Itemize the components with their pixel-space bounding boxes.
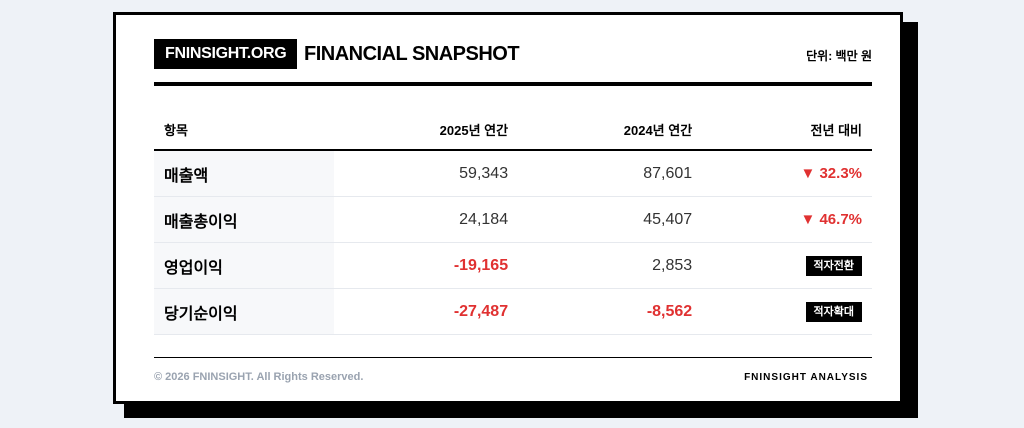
column-header-item: 항목 — [154, 109, 334, 151]
row-label: 매출액 — [154, 150, 334, 197]
status-badge: 적자확대 — [805, 301, 862, 322]
column-header-2025: 2025년 연간 — [334, 109, 519, 151]
change-value: ▼ 46.7% — [702, 196, 872, 243]
value-2025: -19,165 — [334, 242, 519, 289]
table-row-gross-profit: 매출총이익 24,184 45,407 ▼ 46.7% — [154, 196, 872, 243]
change-cell: 적자전환 — [702, 242, 872, 289]
table-row-revenue: 매출액 59,343 87,601 ▼ 32.3% — [154, 150, 872, 197]
row-label: 매출총이익 — [154, 196, 334, 243]
footer-divider — [154, 357, 872, 358]
value-2025: 24,184 — [334, 196, 519, 243]
table-row-net-income: 당기순이익 -27,487 -8,562 적자확대 — [154, 288, 872, 335]
snapshot-card: FNINSIGHT.ORG FINANCIAL SNAPSHOT 단위: 백만 … — [113, 12, 903, 404]
value-2024: -8,562 — [518, 288, 703, 335]
brand-logo: FNINSIGHT.ORG — [154, 39, 298, 69]
value-2024: 45,407 — [518, 196, 703, 243]
value-2024: 87,601 — [518, 150, 703, 197]
change-cell: 적자확대 — [702, 288, 872, 335]
financial-table: 항목 2025년 연간 2024년 연간 전년 대비 매출액 59,343 87… — [154, 109, 872, 335]
table-header-row: 항목 2025년 연간 2024년 연간 전년 대비 — [154, 109, 872, 151]
column-header-2024: 2024년 연간 — [518, 109, 703, 151]
change-value: ▼ 32.3% — [702, 150, 872, 197]
value-2025: -27,487 — [334, 288, 519, 335]
table-row-operating-income: 영업이익 -19,165 2,853 적자전환 — [154, 242, 872, 289]
value-2025: 59,343 — [334, 150, 519, 197]
footer-tagline: FNINSIGHT ANALYSIS — [744, 372, 868, 383]
unit-label: 단위: 백만 원 — [806, 49, 872, 63]
header-divider — [154, 82, 872, 86]
column-header-change: 전년 대비 — [702, 109, 872, 151]
copyright-text: © 2026 FNINSIGHT. All Rights Reserved. — [154, 371, 364, 383]
card-header: FNINSIGHT.ORG FINANCIAL SNAPSHOT 단위: 백만 … — [154, 39, 872, 71]
row-label: 영업이익 — [154, 242, 334, 289]
page-title: FINANCIAL SNAPSHOT — [304, 43, 520, 65]
row-label: 당기순이익 — [154, 288, 334, 335]
status-badge: 적자전환 — [805, 255, 862, 276]
value-2024: 2,853 — [518, 242, 703, 289]
